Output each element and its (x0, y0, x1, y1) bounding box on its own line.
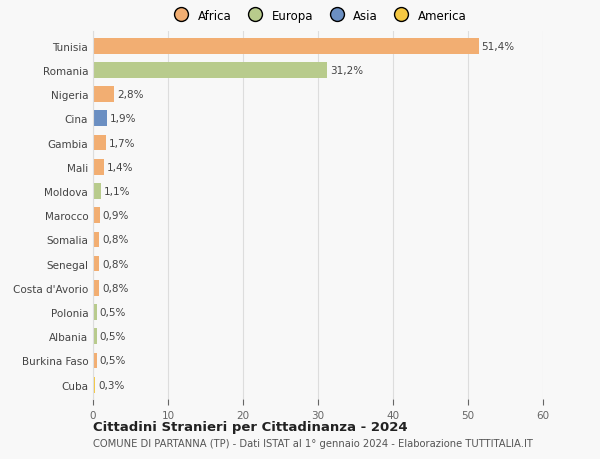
Text: 0,9%: 0,9% (103, 211, 129, 221)
Text: 2,8%: 2,8% (117, 90, 143, 100)
Text: 51,4%: 51,4% (482, 42, 515, 51)
Bar (93, 304, 97, 320)
Bar (93, 184, 101, 199)
Legend: Africa, Europa, Asia, America: Africa, Europa, Asia, America (169, 10, 467, 22)
Bar (93, 256, 99, 272)
Text: 1,4%: 1,4% (107, 162, 133, 173)
Bar (93, 87, 114, 103)
Bar (93, 353, 97, 369)
Text: COMUNE DI PARTANNA (TP) - Dati ISTAT al 1° gennaio 2024 - Elaborazione TUTTITALI: COMUNE DI PARTANNA (TP) - Dati ISTAT al … (93, 438, 533, 448)
Bar (93, 39, 479, 55)
Text: 0,5%: 0,5% (100, 308, 126, 317)
Bar (93, 111, 107, 127)
Bar (93, 232, 99, 248)
Text: Cittadini Stranieri per Cittadinanza - 2024: Cittadini Stranieri per Cittadinanza - 2… (93, 420, 407, 433)
Bar (93, 329, 97, 344)
Bar (93, 377, 95, 393)
Bar (93, 63, 327, 78)
Text: 1,9%: 1,9% (110, 114, 137, 124)
Bar (93, 135, 106, 151)
Text: 0,5%: 0,5% (100, 331, 126, 341)
Text: 0,5%: 0,5% (100, 356, 126, 366)
Bar (93, 160, 104, 175)
Text: 0,8%: 0,8% (102, 283, 128, 293)
Text: 1,7%: 1,7% (109, 138, 135, 148)
Bar (93, 208, 100, 224)
Text: 1,1%: 1,1% (104, 186, 131, 196)
Text: 31,2%: 31,2% (330, 66, 363, 76)
Text: 0,8%: 0,8% (102, 235, 128, 245)
Text: 0,3%: 0,3% (98, 380, 125, 390)
Text: 0,8%: 0,8% (102, 259, 128, 269)
Bar (93, 280, 99, 296)
